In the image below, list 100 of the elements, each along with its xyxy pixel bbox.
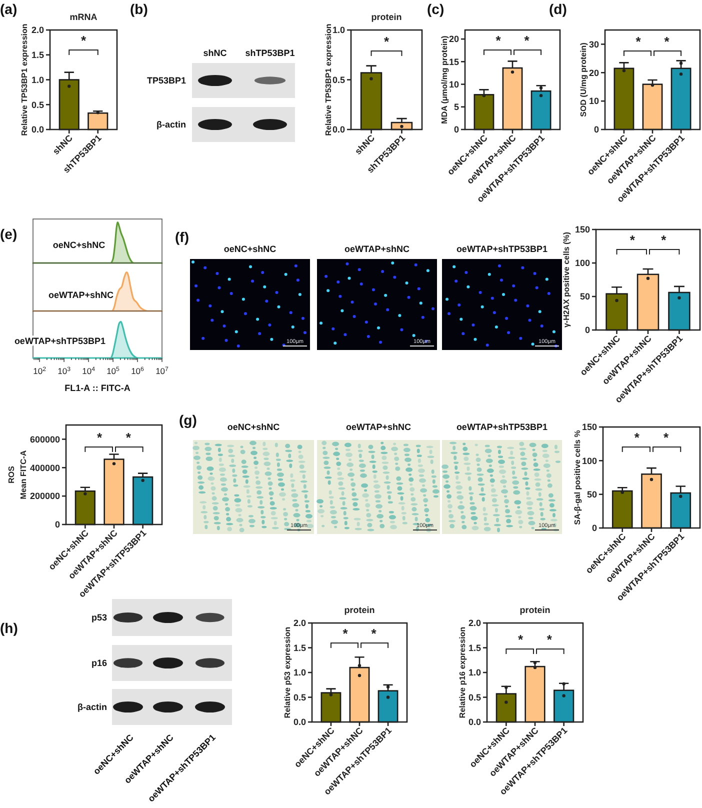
y-tick-label: 0 <box>594 124 599 135</box>
y-tick-label: 1.5 <box>293 642 306 653</box>
y-tick-label: 0 <box>54 520 60 530</box>
category-label: oeWTAP+shNC <box>346 422 412 432</box>
y-tick-label: 2.0 <box>293 618 306 628</box>
y-tick-label: 10 <box>448 79 459 90</box>
point <box>386 696 390 699</box>
y-tick-label: 5 <box>454 102 459 112</box>
y-axis-title: ROS Mean FITC-A <box>6 450 28 500</box>
y-tick-label: 50 <box>580 292 590 302</box>
annotation: * <box>661 232 668 248</box>
category-label: oeWTAP+shNC <box>344 244 410 254</box>
y-axis-title: Relative TP53BP1 expression <box>324 24 332 136</box>
point <box>358 674 362 678</box>
point <box>620 490 624 494</box>
y-tick-label: 0.5 <box>293 692 306 702</box>
y-tick-label: 1.0 <box>293 668 306 678</box>
chart-title: protein <box>344 605 375 615</box>
y-tick-label: 0.5 <box>31 100 44 110</box>
y-tick-label: 1.5 <box>31 50 44 60</box>
series-label: oeWTAP+shNC <box>48 290 114 300</box>
annotation: * <box>546 632 553 647</box>
annotation: * <box>518 632 524 647</box>
y-axis-title: SOD (U/mg protein) <box>578 42 588 117</box>
category-label: oeWTAP+shTP53BP1 <box>456 244 548 254</box>
x-tick-label: 10$^{4}$ <box>82 366 96 376</box>
y-axis-title: Relative p53 expression <box>282 626 292 718</box>
point <box>329 693 333 696</box>
annotation: * <box>371 626 378 641</box>
annotation: * <box>80 33 87 48</box>
category-label: oeWTAP+shTP53BP1 <box>456 422 548 432</box>
x-tick-label: 10$^{3}$ <box>58 366 72 376</box>
y-tick-label: 0 <box>592 523 597 534</box>
y-tick-label: 400000 <box>30 462 60 473</box>
y-tick-label: 0.5 <box>468 692 481 702</box>
text: (g) <box>179 412 197 428</box>
y-tick-label: 0.0 <box>332 124 345 135</box>
text: (h) <box>0 620 18 636</box>
annotation: * <box>496 33 502 48</box>
annotation: * <box>126 430 132 445</box>
y-axis-title: SA-β-gal positive cells % <box>572 430 582 525</box>
point <box>84 492 87 496</box>
category-label: p53 <box>91 612 107 623</box>
category-label: p16 <box>91 658 107 668</box>
annotation: * <box>630 232 636 248</box>
y-tick-label: 20 <box>448 34 459 44</box>
text: (c) <box>427 1 444 17</box>
category-label: shTP53BP1 <box>245 48 295 58</box>
annotation: * <box>342 626 349 641</box>
y-tick-label: 0.0 <box>468 717 481 728</box>
annotation: * <box>524 33 530 48</box>
y-tick-label: 15 <box>448 56 459 67</box>
category-label: β-actin <box>156 120 186 130</box>
chart-title: mRNA <box>70 12 98 22</box>
point <box>678 296 681 300</box>
text: (b) <box>130 1 148 17</box>
annotation: * <box>634 430 640 445</box>
annotation: * <box>664 34 670 49</box>
y-tick-label: 0.0 <box>31 124 44 135</box>
y-tick-label: 1.0 <box>468 668 481 678</box>
annotation: * <box>384 34 390 49</box>
point <box>112 462 116 466</box>
category-label: shNC <box>203 48 228 58</box>
y-tick-label: 100 <box>574 258 590 268</box>
y-tick-label: 50 <box>586 489 597 500</box>
y-tick-label: 150 <box>574 224 590 235</box>
y-tick-label: 2.0 <box>468 618 481 628</box>
point <box>141 478 144 482</box>
point <box>646 276 650 280</box>
y-tick-label: 0.0 <box>293 717 306 728</box>
x-tick-label: 10$^{5}$ <box>106 366 120 376</box>
y-tick-label: 0 <box>584 325 590 336</box>
text: (a) <box>0 1 18 17</box>
y-tick-label: 0.5 <box>332 74 345 85</box>
text: (f) <box>175 229 189 245</box>
x-tick-label: 10$^{7}$ <box>156 366 170 376</box>
chart-title: protein <box>371 12 402 22</box>
y-tick-label: 100 <box>582 456 597 466</box>
y-axis-title: Relative TP53BP1 expression <box>20 24 28 136</box>
y-tick-label: 200000 <box>30 491 60 502</box>
annotation: * <box>97 430 104 445</box>
y-tick-label: 30 <box>588 39 599 50</box>
point <box>650 478 654 482</box>
category-label: oeNC+shNC <box>227 422 280 432</box>
y-tick-label: 600000 <box>30 434 60 444</box>
category-label: β-actin <box>78 702 107 712</box>
point <box>679 494 682 498</box>
series-label: oeNC+shNC <box>52 240 106 250</box>
y-axis-title: γ-H2AX positive cells (%) <box>562 232 570 328</box>
y-tick-label: 150 <box>582 422 597 432</box>
x-tick-label: 10$^{2}$ <box>33 366 47 376</box>
y-tick-label: 1.5 <box>468 642 481 653</box>
y-axis-title: Relative p16 expression <box>458 626 466 718</box>
y-tick-label: 10 <box>588 96 599 106</box>
y-tick-label: 2.0 <box>31 25 44 36</box>
text: (e) <box>0 226 18 242</box>
category-label: TP53BP1 <box>146 76 186 86</box>
y-tick-label: 20 <box>588 68 599 78</box>
point <box>615 298 618 302</box>
x-axis-title: FL1-A :: FITC-A <box>64 383 131 393</box>
